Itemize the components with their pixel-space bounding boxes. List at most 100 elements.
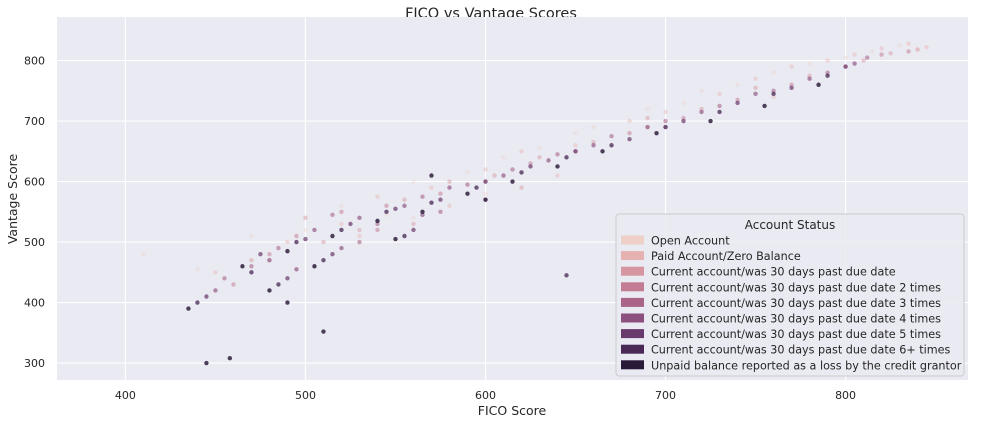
legend-label: Open Account (651, 235, 730, 248)
data-point (429, 185, 434, 190)
data-point (186, 306, 191, 311)
data-point (591, 140, 596, 145)
data-point (339, 203, 344, 208)
data-point (285, 239, 290, 245)
data-point (852, 61, 857, 66)
data-point (510, 179, 515, 184)
data-point (564, 155, 569, 160)
data-point (735, 82, 740, 87)
data-point (411, 179, 416, 184)
data-point (227, 356, 233, 361)
data-point (735, 100, 740, 106)
data-point (141, 251, 146, 257)
data-point (600, 149, 605, 154)
data-point (717, 103, 722, 109)
y-axis-label: Vantage Score (5, 154, 20, 245)
data-point (303, 215, 308, 221)
legend-swatch (621, 266, 644, 276)
data-point (915, 46, 920, 51)
data-point (420, 212, 425, 218)
data-point (375, 227, 380, 233)
data-point (735, 97, 740, 103)
data-point (384, 203, 389, 208)
data-point (438, 191, 443, 196)
data-point (789, 82, 794, 87)
data-point (267, 258, 272, 263)
data-point (807, 73, 812, 78)
data-point (483, 179, 488, 184)
data-point (276, 282, 281, 287)
legend-label: Current account/was 30 days past due dat… (651, 328, 941, 341)
data-point (807, 76, 812, 81)
data-point (339, 209, 344, 215)
data-point (717, 91, 722, 97)
data-point (879, 52, 884, 57)
data-point (357, 227, 362, 233)
data-point (717, 109, 722, 115)
data-point (429, 173, 434, 178)
data-point (771, 88, 776, 94)
data-point (663, 118, 668, 124)
data-point (681, 100, 686, 106)
data-point (330, 233, 335, 239)
data-point (645, 124, 650, 130)
data-point (447, 179, 452, 184)
data-point (573, 149, 578, 154)
data-point (546, 158, 551, 163)
data-point (627, 130, 632, 136)
legend-swatch (621, 344, 644, 354)
data-point (447, 185, 452, 190)
legend-swatch (621, 297, 644, 307)
data-point (231, 282, 236, 287)
data-point (240, 264, 245, 269)
data-point (609, 133, 614, 139)
data-point (645, 115, 650, 121)
data-point (924, 45, 929, 50)
data-point (402, 197, 407, 202)
data-point (699, 106, 704, 112)
data-point (789, 85, 794, 90)
data-point (312, 227, 317, 233)
data-point (195, 300, 200, 305)
legend-title: Account Status (745, 218, 836, 232)
data-point (906, 41, 911, 46)
data-point (789, 64, 794, 69)
data-point (384, 209, 389, 215)
data-point (285, 248, 290, 254)
data-point (321, 329, 326, 334)
data-point (816, 82, 821, 87)
data-point (888, 51, 893, 56)
legend-label: Paid Account/Zero Balance (651, 250, 801, 263)
data-point (483, 191, 488, 196)
data-point (555, 164, 560, 169)
data-point (591, 143, 596, 148)
data-point (312, 264, 317, 269)
data-point (753, 91, 758, 97)
legend-swatch (621, 360, 644, 370)
y-tick-label: 300 (24, 357, 45, 370)
legend-swatch (621, 313, 644, 323)
data-point (411, 215, 416, 221)
data-point (519, 170, 524, 175)
legend-items: Open Account Paid Account/Zero Balance Cur… (621, 235, 962, 372)
data-point (555, 173, 560, 178)
data-points (141, 41, 929, 366)
data-point (501, 155, 506, 160)
data-point (321, 258, 326, 263)
data-point (537, 146, 542, 151)
data-point (375, 218, 380, 224)
x-tick-label: 500 (295, 389, 316, 402)
x-tick-labels: 400 500 600 700 800 (115, 389, 856, 402)
data-point (429, 200, 434, 205)
data-point (393, 206, 398, 211)
data-point (753, 76, 758, 81)
data-point (807, 61, 812, 66)
data-point (294, 239, 299, 245)
data-point (699, 109, 704, 115)
data-point (897, 43, 902, 48)
data-point (510, 167, 515, 172)
data-point (303, 236, 308, 242)
data-point (285, 300, 290, 305)
legend-label: Current account/was 30 days past due dat… (651, 297, 941, 310)
data-point (627, 118, 632, 124)
